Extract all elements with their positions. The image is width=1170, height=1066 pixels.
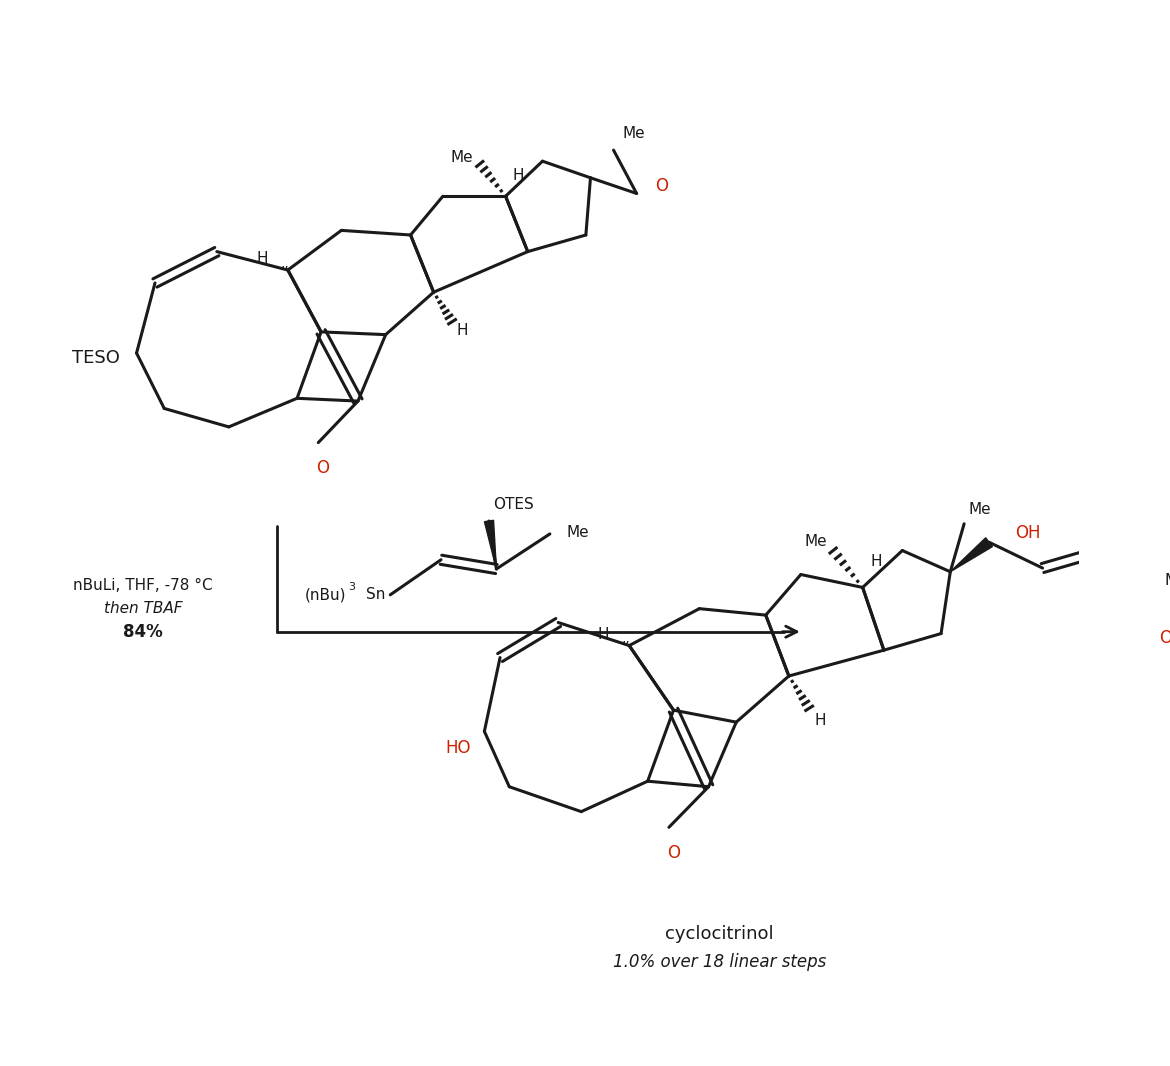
Text: Sn: Sn: [366, 587, 386, 602]
Text: HO: HO: [445, 739, 470, 757]
Text: OH: OH: [1014, 524, 1040, 542]
Text: nBuLi, THF, -78 °C: nBuLi, THF, -78 °C: [74, 578, 213, 593]
Text: Me: Me: [450, 150, 474, 165]
Text: H: H: [512, 168, 524, 183]
Polygon shape: [950, 538, 992, 571]
Polygon shape: [1148, 581, 1159, 620]
Text: OTES: OTES: [494, 497, 535, 512]
Text: OH: OH: [1158, 629, 1170, 647]
Text: ,,: ,,: [621, 631, 631, 645]
Text: O: O: [655, 177, 668, 195]
Text: cyclocitrinol: cyclocitrinol: [666, 925, 773, 943]
Text: then TBAF: then TBAF: [104, 601, 183, 616]
Text: Me: Me: [622, 126, 646, 141]
Polygon shape: [484, 520, 496, 569]
Text: H: H: [598, 627, 608, 642]
Text: 1.0% over 18 linear steps: 1.0% over 18 linear steps: [613, 953, 826, 971]
Text: O: O: [667, 844, 680, 862]
Text: H: H: [870, 554, 881, 569]
Text: Me: Me: [566, 524, 590, 539]
Text: (nBu): (nBu): [304, 587, 346, 602]
Text: H: H: [256, 252, 268, 266]
Text: Me: Me: [969, 501, 991, 517]
Text: H: H: [456, 323, 468, 338]
Text: Me: Me: [1164, 574, 1170, 588]
Text: TESO: TESO: [73, 349, 121, 367]
Text: O: O: [316, 459, 330, 478]
Text: Me: Me: [805, 534, 827, 549]
Text: 84%: 84%: [123, 623, 163, 641]
Text: 3: 3: [347, 582, 355, 593]
Text: ,,: ,,: [281, 256, 289, 270]
Text: H: H: [814, 713, 826, 728]
